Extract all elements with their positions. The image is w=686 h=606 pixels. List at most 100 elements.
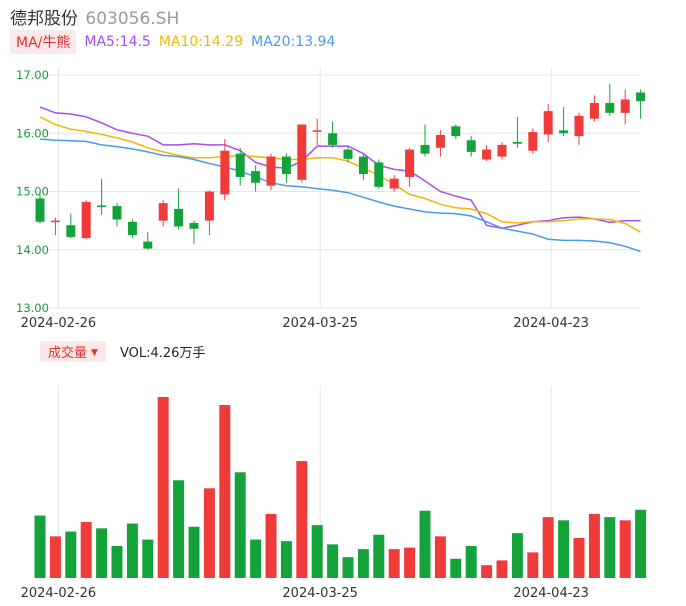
candle bbox=[512, 116, 522, 148]
candle bbox=[50, 217, 60, 236]
volume-bar bbox=[588, 513, 600, 578]
volume-bar bbox=[419, 510, 431, 578]
candle bbox=[174, 188, 184, 230]
candle bbox=[605, 83, 615, 116]
candle-body bbox=[620, 99, 630, 113]
candle-body bbox=[112, 206, 122, 220]
volume-bar bbox=[404, 547, 416, 578]
volume-bar bbox=[142, 539, 154, 578]
volume-bar bbox=[465, 545, 477, 578]
volume-bar bbox=[327, 544, 339, 578]
candle-body bbox=[158, 203, 168, 221]
volume-bar bbox=[296, 461, 308, 578]
candle-body bbox=[374, 162, 384, 187]
price-y-tick-label: 13.00 bbox=[16, 301, 49, 315]
volume-x-tick-label: 2024-02-26 bbox=[21, 586, 97, 601]
candle-body bbox=[358, 156, 368, 175]
volume-bar bbox=[481, 565, 493, 578]
candle bbox=[343, 146, 353, 163]
volume-bar bbox=[96, 528, 108, 578]
candle-body bbox=[174, 208, 184, 227]
candle bbox=[112, 203, 122, 227]
candle-body bbox=[543, 111, 553, 135]
price-x-axis: 2024-02-26 2024-03-25 2024-04-23 bbox=[21, 316, 589, 331]
volume-bar bbox=[111, 545, 123, 578]
candle-body bbox=[50, 220, 60, 223]
volume-bar bbox=[173, 480, 185, 578]
ma-line-ma10 bbox=[39, 116, 641, 233]
price-x-tick-label: 2024-03-25 bbox=[282, 316, 358, 331]
candle-body bbox=[204, 191, 214, 221]
volume-bar bbox=[496, 560, 508, 578]
candle-body bbox=[328, 133, 338, 145]
candle-body bbox=[512, 141, 522, 144]
price-y-axis: 17.00 16.00 15.00 14.00 13.00 bbox=[16, 68, 49, 315]
price-x-tick-label: 2024-04-23 bbox=[513, 316, 589, 331]
volume-value: VOL:4.26万手 bbox=[119, 345, 206, 361]
candle-body bbox=[389, 178, 399, 189]
volume-toggle-button[interactable]: 成交量 ▼ bbox=[40, 340, 106, 362]
candle bbox=[235, 147, 245, 186]
volume-bar bbox=[265, 513, 277, 578]
candle bbox=[251, 165, 261, 192]
price-y-tick-label: 14.00 bbox=[16, 243, 49, 257]
candle bbox=[328, 121, 338, 148]
volume-bar bbox=[619, 520, 631, 578]
candle bbox=[559, 107, 569, 137]
price-grid bbox=[28, 67, 640, 309]
candle-body bbox=[482, 149, 492, 160]
candle bbox=[158, 200, 168, 227]
candle-body bbox=[574, 115, 584, 137]
volume-bar bbox=[234, 472, 246, 578]
volume-bar bbox=[342, 557, 354, 578]
candle bbox=[451, 124, 461, 140]
volume-bar bbox=[527, 552, 539, 578]
candle-body bbox=[127, 221, 137, 236]
candle bbox=[81, 200, 91, 240]
ma-legend: MA/牛熊 MA5:14.5 MA10:14.29 MA20:13.94 bbox=[10, 30, 343, 54]
volume-bar bbox=[558, 520, 570, 578]
candle bbox=[358, 153, 368, 180]
volume-x-axis: 2024-02-26 2024-03-25 2024-04-23 bbox=[21, 586, 589, 601]
candle-body bbox=[451, 126, 461, 137]
stock-code: 603056.SH bbox=[85, 9, 180, 29]
volume-bar bbox=[311, 525, 323, 578]
ma-toggle-button[interactable]: MA/牛熊 bbox=[10, 30, 77, 54]
candle bbox=[574, 112, 584, 145]
candle-body bbox=[343, 149, 353, 159]
candle-body bbox=[528, 132, 538, 151]
candle bbox=[435, 130, 445, 157]
candle bbox=[204, 190, 214, 236]
candle-body bbox=[235, 153, 245, 177]
volume-bar bbox=[219, 405, 231, 578]
volume-bar bbox=[542, 517, 554, 578]
volume-x-tick-label: 2024-04-23 bbox=[513, 586, 589, 601]
volume-bar bbox=[65, 531, 77, 578]
candle-body bbox=[636, 92, 646, 102]
price-y-tick-label: 17.00 bbox=[16, 68, 49, 82]
candle bbox=[389, 175, 399, 192]
candle-body bbox=[81, 201, 91, 239]
candle-body bbox=[189, 222, 199, 229]
candle bbox=[589, 95, 599, 122]
candle-body bbox=[297, 124, 307, 180]
caret-down-icon: ▼ bbox=[91, 347, 98, 358]
volume-bar bbox=[157, 397, 169, 578]
candle-body bbox=[559, 130, 569, 134]
candle-body bbox=[143, 241, 153, 249]
candle bbox=[497, 141, 507, 160]
candle bbox=[482, 144, 492, 162]
candle bbox=[636, 89, 646, 119]
ma-line-ma20 bbox=[39, 138, 641, 253]
volume-bar bbox=[357, 549, 369, 578]
volume-bar bbox=[250, 539, 262, 578]
stock-name: 德邦股份 bbox=[10, 9, 78, 29]
candle bbox=[312, 118, 322, 145]
candle bbox=[543, 104, 553, 142]
volume-bar bbox=[604, 517, 616, 578]
volume-bars bbox=[34, 397, 647, 578]
volume-bar bbox=[434, 536, 446, 578]
volume-bar bbox=[373, 534, 385, 578]
candle bbox=[281, 153, 291, 183]
